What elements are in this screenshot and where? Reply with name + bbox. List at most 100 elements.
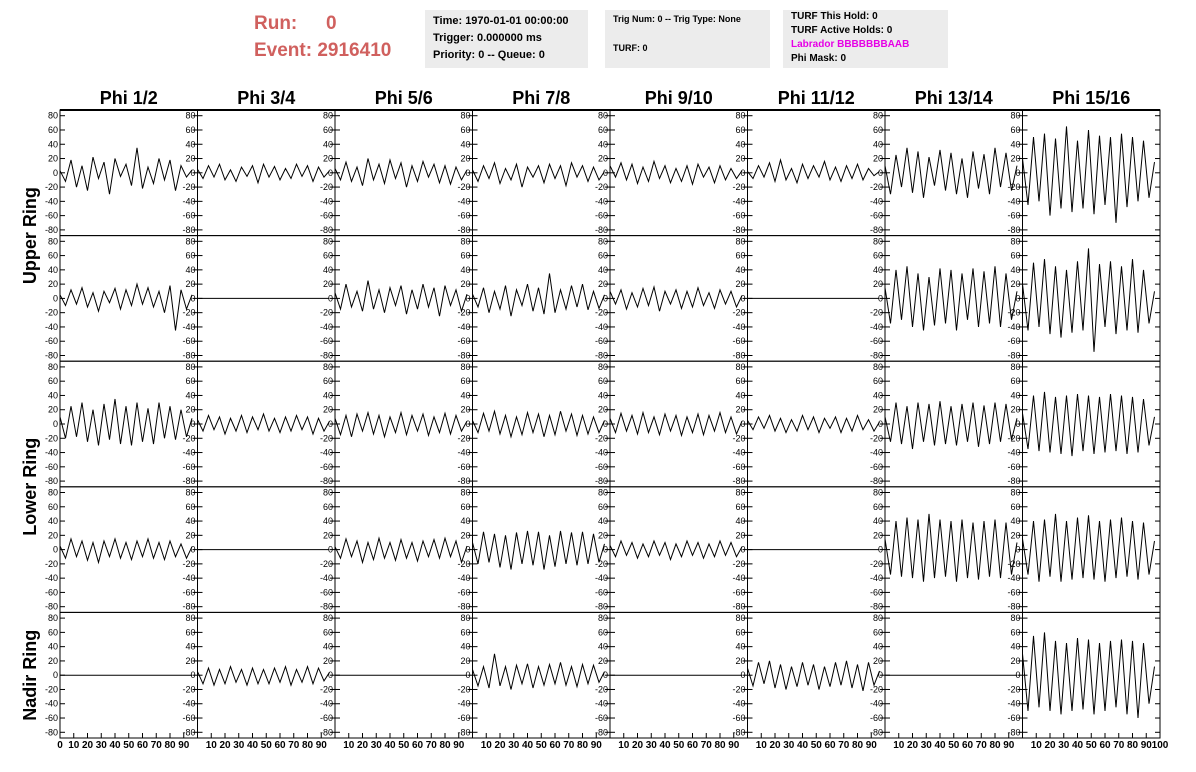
- x-tick-label: 40: [934, 740, 946, 751]
- y-tick-label: 0: [878, 168, 883, 178]
- y-tick-label: 80: [873, 362, 883, 372]
- y-tick-label: 20: [460, 656, 470, 666]
- x-tick-label: 70: [701, 740, 713, 751]
- y-tick-label: 0: [878, 670, 883, 680]
- y-tick-label: 40: [735, 516, 745, 526]
- event-number: 2916410: [317, 40, 392, 61]
- y-tick-label: 0: [603, 168, 608, 178]
- y-tick-label: 20: [1010, 656, 1020, 666]
- y-tick-label: 40: [873, 390, 883, 400]
- y-tick-label: 40: [460, 139, 470, 149]
- info-line: Phi Mask: 0: [791, 53, 847, 64]
- y-tick-label: -20: [182, 308, 195, 318]
- x-tick-label: 10: [618, 740, 630, 751]
- y-tick-label: 60: [598, 125, 608, 135]
- y-tick-label: -80: [45, 476, 58, 486]
- y-tick-label: -20: [1007, 308, 1020, 318]
- y-tick-label: -80: [595, 602, 608, 612]
- y-tick-label: 80: [1010, 111, 1020, 121]
- x-tick-label: 50: [1086, 740, 1098, 751]
- x-tick-label: 10: [68, 740, 80, 751]
- y-tick-label: 80: [48, 488, 58, 498]
- waveform: [884, 401, 1018, 450]
- y-tick-label: 0: [603, 293, 608, 303]
- y-tick-label: 60: [48, 627, 58, 637]
- y-tick-label: -20: [870, 559, 883, 569]
- y-tick-label: 20: [735, 279, 745, 289]
- y-tick-label: -80: [1007, 727, 1020, 737]
- y-tick-label: 0: [1015, 670, 1020, 680]
- waveform: [1022, 391, 1155, 457]
- y-tick-label: 0: [1015, 545, 1020, 555]
- y-tick-label: -20: [595, 684, 608, 694]
- y-tick-label: 60: [1010, 627, 1020, 637]
- x-tick-label: 20: [1044, 740, 1056, 751]
- y-tick-label: 60: [735, 502, 745, 512]
- y-tick-label: 60: [1010, 502, 1020, 512]
- y-tick-label: 60: [598, 251, 608, 261]
- y-tick-label: 40: [598, 390, 608, 400]
- y-tick-label: 60: [598, 627, 608, 637]
- x-tick-label: 30: [1058, 740, 1070, 751]
- waveform: [472, 653, 605, 690]
- y-tick-label: 0: [53, 545, 58, 555]
- y-tick-label: -80: [457, 602, 470, 612]
- y-tick-label: -20: [595, 433, 608, 443]
- y-tick-label: 20: [48, 656, 58, 666]
- y-tick-label: 20: [735, 530, 745, 540]
- waveform: [334, 536, 468, 565]
- x-tick-label: 50: [398, 740, 410, 751]
- waveform: [609, 159, 743, 187]
- x-tick-label: 10: [206, 740, 218, 751]
- y-tick-label: 80: [323, 613, 333, 623]
- y-tick-label: 40: [873, 265, 883, 275]
- y-tick-label: -20: [457, 684, 470, 694]
- y-tick-label: 20: [1010, 154, 1020, 164]
- y-tick-label: -80: [182, 225, 195, 235]
- y-tick-label: 20: [873, 405, 883, 415]
- y-tick-label: -60: [45, 462, 58, 472]
- y-tick-label: 0: [190, 670, 195, 680]
- y-tick-label: 60: [1010, 376, 1020, 386]
- y-tick-label: -80: [457, 225, 470, 235]
- info-line: TURF Active Holds: 0: [791, 25, 893, 36]
- y-tick-label: 0: [190, 293, 195, 303]
- waveform: [1022, 248, 1155, 352]
- y-tick-label: -40: [182, 196, 195, 206]
- y-tick-label: 40: [735, 265, 745, 275]
- info-line: Priority: 0 -- Queue: 0: [433, 49, 545, 61]
- y-tick-label: -40: [1007, 322, 1020, 332]
- y-tick-label: -80: [732, 727, 745, 737]
- y-tick-label: 20: [323, 154, 333, 164]
- y-tick-label: 80: [598, 111, 608, 121]
- y-tick-label: -80: [870, 727, 883, 737]
- y-tick-label: 40: [460, 516, 470, 526]
- y-tick-label: -40: [45, 448, 58, 458]
- y-tick-label: -60: [45, 211, 58, 221]
- y-tick-label: 20: [185, 656, 195, 666]
- y-tick-label: 60: [460, 251, 470, 261]
- y-tick-label: 0: [740, 670, 745, 680]
- y-tick-label: 80: [48, 613, 58, 623]
- waveform: [197, 162, 330, 185]
- y-tick-label: 0: [328, 545, 333, 555]
- waveform: [197, 412, 330, 436]
- panel-frame: [609, 109, 748, 237]
- x-tick-label: 20: [769, 740, 781, 751]
- y-tick-label: -40: [870, 196, 883, 206]
- y-tick-label: -60: [182, 336, 195, 346]
- y-tick-label: -40: [45, 196, 58, 206]
- y-tick-label: -60: [45, 336, 58, 346]
- x-tick-label: 60: [1099, 740, 1111, 751]
- x-tick-label: 100: [1152, 740, 1169, 751]
- y-tick-label: -20: [320, 684, 333, 694]
- y-tick-label: -20: [457, 182, 470, 192]
- y-tick-label: -20: [182, 684, 195, 694]
- y-tick-label: 80: [735, 362, 745, 372]
- y-tick-label: -80: [45, 225, 58, 235]
- y-tick-label: 0: [603, 419, 608, 429]
- y-tick-label: -60: [595, 211, 608, 221]
- y-tick-label: -40: [457, 322, 470, 332]
- y-tick-label: 20: [598, 154, 608, 164]
